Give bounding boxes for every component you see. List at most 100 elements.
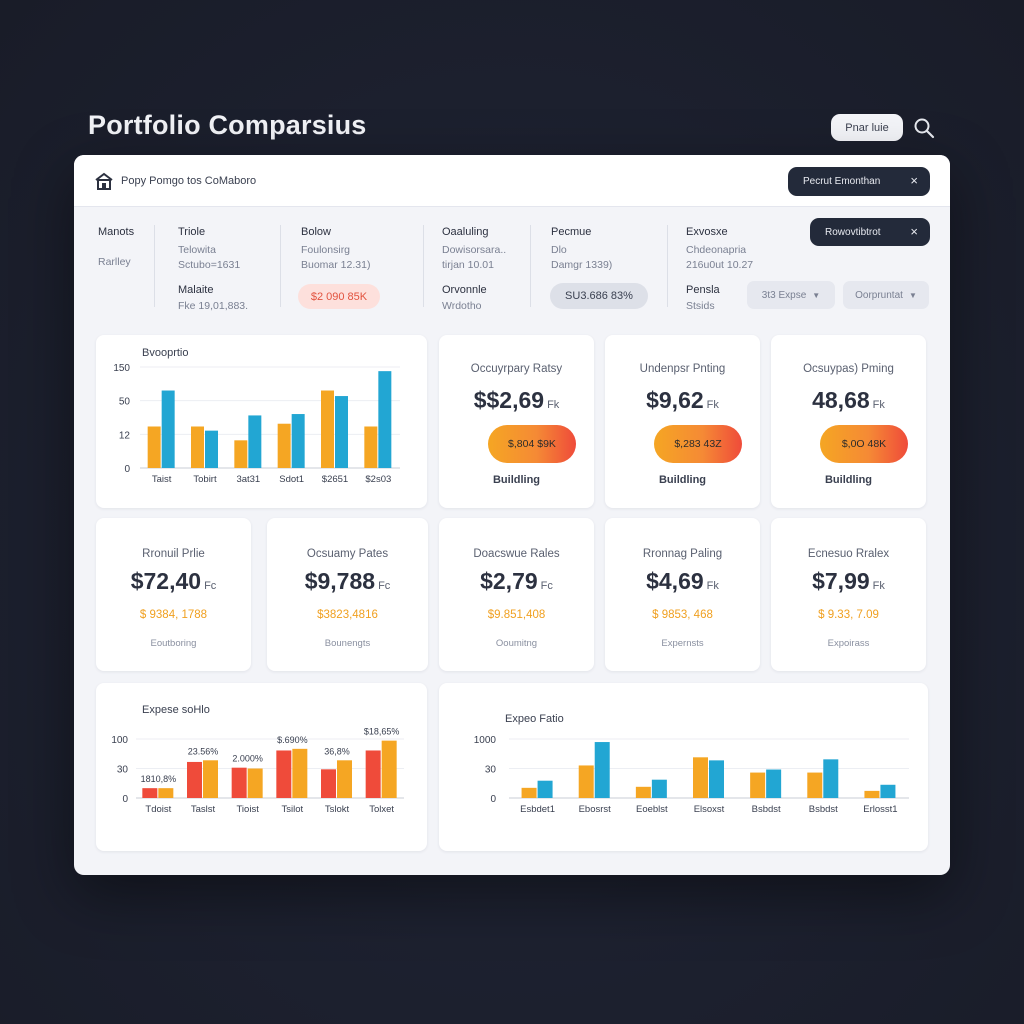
x-tick-label: Tioist (236, 804, 259, 815)
kpi-card[interactable]: Ocsuypas) Pming 48,68 Fk $,0O 48K Buildli… (771, 335, 926, 508)
x-tick-label: Elsoxst (694, 804, 725, 815)
chart-card-expense-fatio: Expeo Fatio 1000 30 0 Esbdet1 Ebosrst Eoeblst E… (439, 683, 928, 851)
bar[interactable] (578, 765, 594, 798)
filter-col-1[interactable]: Triole Telowita Sctubo=1631 Malaite Fke … (178, 226, 248, 312)
x-tick-label: Sdot1 (279, 474, 304, 485)
bar[interactable] (635, 786, 651, 798)
bar[interactable] (191, 426, 204, 468)
filter-pill[interactable]: Rowovtibtrot × (810, 218, 930, 246)
bar[interactable] (276, 750, 292, 798)
bar[interactable] (234, 440, 248, 468)
kpi-card[interactable]: Ocsuamy Pates $9,788 Fc $3823,4816 Bounen… (267, 518, 428, 671)
filter-heading: Pecmue (551, 226, 592, 238)
kpi-card[interactable]: Doacswue Rales $2,79 Fc $9.851,408 Ooumit… (439, 518, 594, 671)
kpi-card[interactable]: Rronnag Paling $4,69 Fk $ 9853, 468 Exper… (605, 518, 760, 671)
filter-sub: Dowisorsara.. (442, 244, 507, 256)
kpi-value-number: $7,99 (812, 568, 870, 594)
close-icon[interactable]: × (910, 173, 918, 188)
bar[interactable] (147, 426, 161, 468)
bar[interactable] (750, 772, 766, 798)
bar[interactable] (807, 772, 823, 798)
bar[interactable] (248, 415, 262, 468)
select-value: 3t3 Expse (761, 289, 807, 301)
value-chip[interactable]: SU3.686 83% (550, 283, 648, 309)
bar[interactable] (142, 788, 158, 798)
data-label: 36,8% (324, 746, 350, 756)
bar[interactable] (378, 371, 392, 468)
expense-ratio-bar-chart: Expese soHlo 100 30 0 Tdoist 1810,8% Taslst 23.… (111, 704, 404, 815)
bar[interactable] (203, 760, 218, 798)
filter-sub: Rarlley (98, 256, 131, 268)
kpi-caption: Buildling (492, 474, 541, 486)
kpi-pill: $,804 $9K (488, 425, 576, 463)
bar[interactable] (337, 760, 352, 798)
x-tick-label: 3at31 (236, 474, 260, 485)
bar[interactable] (537, 780, 553, 798)
bar[interactable] (277, 423, 291, 468)
bar[interactable] (521, 787, 537, 798)
bar[interactable] (158, 788, 174, 798)
y-tick-label: 100 (111, 735, 128, 746)
bar[interactable] (594, 742, 610, 798)
bar[interactable] (335, 396, 348, 468)
bar[interactable] (205, 430, 218, 468)
bar[interactable] (365, 750, 381, 798)
x-tick-label: Taist (152, 474, 172, 485)
group-select[interactable]: Oorpruntat ▼ (843, 281, 929, 309)
bar[interactable] (187, 761, 202, 798)
kpi-value-number: $4,69 (646, 568, 704, 594)
bar[interactable] (231, 767, 247, 798)
header-filter-label: Pecrut Emonthan (803, 176, 881, 187)
bar[interactable] (381, 740, 397, 798)
filter-col-5[interactable]: Exvosxe Chdeonapria 216u0ut 10.27 Pensla… (686, 226, 753, 312)
bar[interactable] (291, 414, 305, 468)
kpi-card[interactable]: Rronuil Prlie $72,40 Fc $ 9384, 1788 Eout… (96, 518, 251, 671)
bar[interactable] (709, 760, 724, 798)
y-tick-label: 0 (490, 794, 496, 805)
bar[interactable] (651, 779, 667, 798)
divider (667, 225, 668, 307)
window-header: Popy Pomgo tos CoMaboro Pecrut Emonthan … (74, 155, 950, 207)
filter-col-2[interactable]: Bolow Foulonsirg Buomar 12.31) (301, 226, 370, 271)
bar[interactable] (321, 390, 334, 468)
close-icon[interactable]: × (910, 224, 918, 239)
page-title: Portfolio Comparsius (88, 110, 367, 140)
bar[interactable] (321, 769, 336, 798)
bar[interactable] (364, 426, 378, 468)
filter-col-4[interactable]: Pecmue Dlo Damgr 1339) (551, 226, 612, 271)
filter-col-3[interactable]: Oaaluling Dowisorsara.. tirjan 10.01 Orv… (442, 226, 506, 312)
expense-select[interactable]: 3t3 Expse ▼ (747, 281, 835, 309)
kpi-value-number: $72,40 (130, 568, 202, 594)
y-tick-label: 50 (119, 397, 131, 408)
filter-pill-label: Rowovtibtrot (825, 226, 881, 238)
filter-heading: Triole (178, 226, 206, 238)
kpi-caption: Eoutboring (150, 638, 197, 649)
search-icon[interactable] (912, 116, 936, 140)
chart-title: Expese soHlo (142, 704, 210, 716)
bar[interactable] (247, 768, 263, 799)
top-action-button[interactable]: Pnar luie (831, 114, 903, 141)
bar[interactable] (292, 748, 308, 798)
kpi-card[interactable]: Occuyrpary Ratsy $$2,69 Fk $,804 $9K Buil… (439, 335, 594, 508)
kpi-sub: $ 9.33, 7.09 (818, 609, 879, 621)
bar[interactable] (823, 759, 839, 798)
header-filter-pill[interactable]: Pecrut Emonthan × (788, 167, 930, 196)
kpi-value-number: $9,788 (304, 568, 376, 594)
kpi-caption: Bounengts (324, 638, 371, 649)
chevron-down-icon: ▼ (812, 290, 821, 300)
y-tick-label: 30 (117, 765, 129, 776)
kpi-title: Doacswue Rales (473, 548, 560, 560)
value-chip[interactable]: $2 090 85K (298, 284, 380, 309)
filter-sub: Chdeonapria (686, 244, 747, 256)
bar[interactable] (693, 757, 708, 798)
bar[interactable] (880, 784, 896, 798)
kpi-card[interactable]: Undenpsr Pnting $9,62 Fk $,283 43Z Buildl… (605, 335, 760, 508)
bar[interactable] (864, 790, 880, 798)
bar[interactable] (161, 390, 175, 468)
filter-heading: Pensla (686, 284, 720, 296)
x-tick-label: Tobirt (193, 474, 217, 485)
kpi-title: Undenpsr Pnting (639, 363, 726, 375)
kpi-unit: Fc (204, 580, 217, 592)
kpi-card[interactable]: Ecnesuo Rralex $7,99 Fk $ 9.33, 7.09 Expo… (771, 518, 926, 671)
bar[interactable] (766, 769, 782, 798)
